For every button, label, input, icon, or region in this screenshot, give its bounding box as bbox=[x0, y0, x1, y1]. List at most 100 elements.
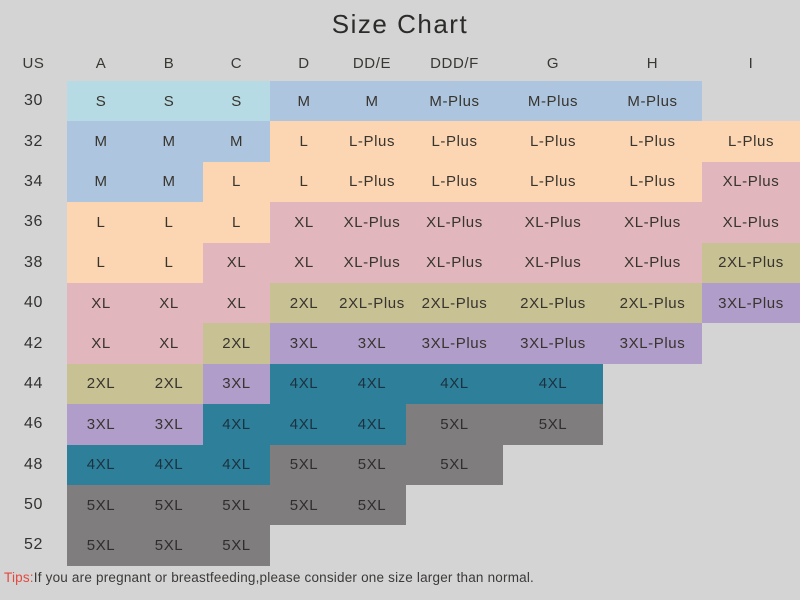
size-cell: L-Plus bbox=[603, 121, 702, 162]
size-cell: 4XL bbox=[203, 404, 270, 445]
size-cell: 4XL bbox=[338, 404, 406, 445]
size-cell: L-Plus bbox=[603, 161, 702, 203]
size-cell: 2XL bbox=[135, 363, 203, 405]
column-header: D bbox=[298, 54, 310, 72]
size-chart-table: US A B C D DD/E DDD/F G H I 30 S S S M M M-Plus M-Plus M-P… bbox=[0, 45, 800, 566]
column-header: C bbox=[230, 54, 243, 72]
size-cell: 3XL-Plus bbox=[603, 323, 702, 364]
size-cell: 3XL-Plus bbox=[503, 323, 603, 364]
size-cell: XL-Plus bbox=[702, 161, 800, 203]
size-cell-empty bbox=[603, 364, 702, 404]
tips-text: If you are pregnant or breastfeeding,ple… bbox=[33, 570, 535, 585]
size-cell: 4XL bbox=[270, 404, 338, 445]
size-cell: 2XL-Plus bbox=[338, 282, 406, 324]
size-cell-empty bbox=[270, 525, 338, 565]
row-label: 36 bbox=[24, 213, 43, 231]
size-cell-empty bbox=[603, 485, 702, 525]
size-cell: S bbox=[67, 81, 135, 122]
size-cell: 2XL-Plus bbox=[702, 242, 800, 283]
size-cell: M bbox=[67, 121, 135, 162]
size-cell: M bbox=[135, 161, 203, 203]
size-cell: 5XL bbox=[67, 484, 135, 526]
size-cell: M bbox=[67, 161, 135, 203]
size-cell: L bbox=[270, 121, 338, 162]
size-cell: XL bbox=[270, 202, 338, 243]
size-cell: 5XL bbox=[406, 444, 503, 485]
size-cell: 4XL bbox=[203, 444, 270, 485]
column-header: DD/E bbox=[352, 54, 392, 72]
size-cell: XL-Plus bbox=[338, 242, 406, 283]
size-cell-empty bbox=[702, 525, 800, 565]
size-cell-empty bbox=[603, 525, 702, 565]
size-cell-empty bbox=[503, 445, 603, 485]
size-cell: 3XL bbox=[135, 404, 203, 445]
size-cell: 3XL bbox=[203, 363, 270, 405]
column-header: A bbox=[95, 54, 107, 72]
size-cell: L bbox=[135, 242, 203, 283]
size-cell-empty bbox=[338, 525, 406, 565]
size-cell: 5XL bbox=[203, 525, 270, 566]
row-label: 38 bbox=[24, 253, 43, 271]
size-cell: XL-Plus bbox=[503, 202, 603, 243]
row-label: 50 bbox=[24, 496, 43, 514]
size-cell: L-Plus bbox=[503, 161, 603, 203]
size-cell: L bbox=[67, 242, 135, 283]
size-cell: L-Plus bbox=[338, 121, 406, 162]
size-cell: 4XL bbox=[338, 363, 406, 405]
column-header: G bbox=[546, 54, 560, 72]
size-cell: 5XL bbox=[135, 484, 203, 526]
size-cell: 3XL-Plus bbox=[702, 282, 800, 324]
size-cell: M bbox=[135, 121, 203, 162]
size-cell: L-Plus bbox=[702, 121, 800, 162]
size-cell-empty bbox=[702, 323, 800, 363]
size-cell: 2XL-Plus bbox=[406, 282, 503, 324]
size-cell: L bbox=[203, 202, 270, 243]
row-label: 42 bbox=[24, 334, 43, 352]
row-label: 40 bbox=[24, 294, 43, 312]
size-cell: 4XL bbox=[406, 363, 503, 405]
size-cell: XL-Plus bbox=[503, 242, 603, 283]
size-cell: XL-Plus bbox=[338, 202, 406, 243]
tips-note: Tips:If you are pregnant or breastfeedin… bbox=[4, 570, 534, 585]
size-cell-empty bbox=[503, 525, 603, 565]
column-header: I bbox=[748, 54, 754, 72]
size-cell-empty bbox=[406, 525, 503, 565]
size-cell: L bbox=[270, 161, 338, 203]
size-cell-empty bbox=[702, 364, 800, 404]
size-cell: M bbox=[203, 121, 270, 162]
size-cell-empty bbox=[702, 485, 800, 525]
tips-label: Tips: bbox=[4, 570, 34, 585]
size-cell: 5XL bbox=[135, 525, 203, 566]
size-cell: 4XL bbox=[135, 444, 203, 485]
size-cell: 3XL-Plus bbox=[406, 323, 503, 364]
size-cell: 2XL-Plus bbox=[503, 282, 603, 324]
size-cell-empty bbox=[503, 485, 603, 525]
size-cell: L-Plus bbox=[406, 121, 503, 162]
size-cell: 4XL bbox=[67, 444, 135, 485]
size-cell: 5XL bbox=[338, 444, 406, 485]
row-label: 46 bbox=[24, 415, 43, 433]
size-cell: XL bbox=[135, 323, 203, 364]
size-cell: XL bbox=[67, 282, 135, 324]
size-cell: S bbox=[135, 81, 203, 122]
page-title: Size Chart bbox=[331, 9, 469, 39]
size-cell: XL-Plus bbox=[406, 242, 503, 283]
size-cell: 3XL bbox=[338, 323, 406, 364]
row-label: 44 bbox=[24, 374, 43, 392]
column-header: H bbox=[646, 54, 659, 72]
size-cell: XL-Plus bbox=[603, 242, 702, 283]
row-label: 32 bbox=[24, 132, 43, 150]
size-cell: 3XL bbox=[67, 404, 135, 445]
size-cell: M-Plus bbox=[603, 81, 702, 122]
size-cell: 5XL bbox=[67, 525, 135, 566]
row-label: 30 bbox=[24, 92, 43, 110]
size-cell-empty bbox=[702, 445, 800, 485]
size-cell-empty bbox=[603, 404, 702, 444]
size-cell: 2XL bbox=[203, 323, 270, 364]
size-cell: XL-Plus bbox=[406, 202, 503, 243]
size-cell-empty bbox=[406, 485, 503, 525]
size-cell: 2XL bbox=[270, 282, 338, 324]
size-cell: 2XL bbox=[67, 363, 135, 405]
size-cell: XL bbox=[270, 242, 338, 283]
size-cell: 5XL bbox=[406, 404, 503, 445]
